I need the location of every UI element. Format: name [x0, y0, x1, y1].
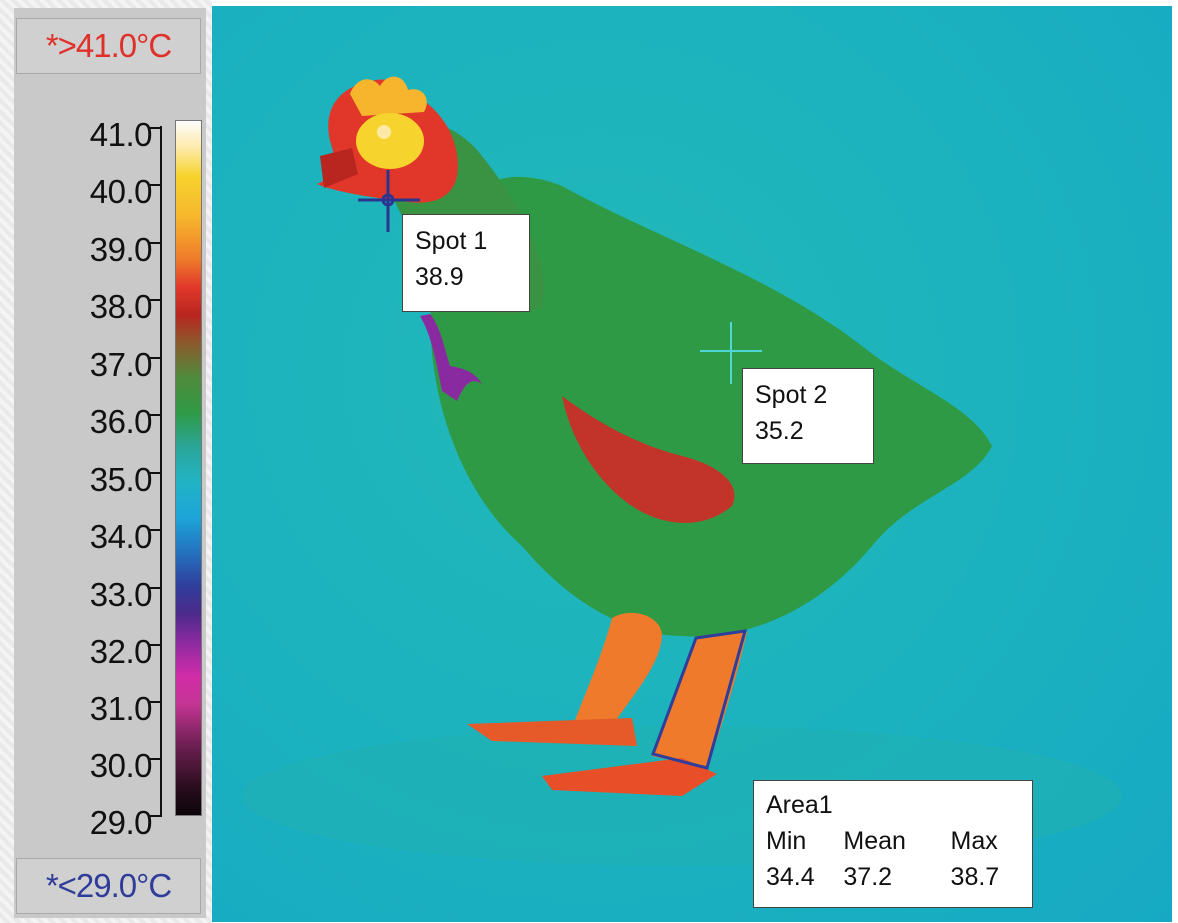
- tick-mark: [150, 184, 162, 186]
- spot1-value: 38.9: [415, 263, 464, 291]
- area1-label: Area1: [766, 791, 833, 819]
- scale-ticks: 41.0 40.0 39.0 38.0 37.0 36.0 35.0 34.0 …: [0, 0, 212, 923]
- tick-label: 38.0: [89, 288, 153, 325]
- chicken-wattle: [420, 314, 482, 401]
- tick-label: 37.0: [89, 346, 153, 383]
- area1-header-min: Min: [766, 827, 807, 855]
- tick-label: 30.0: [89, 747, 153, 784]
- area1-header-max: Max: [950, 827, 998, 855]
- tick-mark: [150, 357, 162, 359]
- wing-hot-patch: [562, 396, 735, 523]
- tick-label: 31.0: [89, 690, 153, 727]
- area1-header-mean: Mean: [843, 827, 906, 855]
- tick-label: 40.0: [89, 173, 153, 210]
- right-foot: [542, 758, 717, 796]
- spot2-crosshair[interactable]: [700, 322, 762, 384]
- tick-mark: [150, 299, 162, 301]
- right-leg: [652, 632, 747, 768]
- area1-values-row: 34.4 37.2 38.7: [766, 859, 1020, 895]
- area1-value-max: 38.7: [950, 863, 1000, 891]
- tick-label: 29.0: [89, 804, 153, 841]
- tick-mark: [150, 529, 162, 531]
- tick-label: 33.0: [89, 576, 153, 613]
- tick-mark: [150, 414, 162, 416]
- max-limit-label: *>41.0°C: [16, 18, 201, 74]
- scale-axis-line: [160, 126, 162, 816]
- tick-label: 41.0: [89, 116, 153, 153]
- chicken-body: [430, 176, 993, 637]
- area1-value-mean: 37.2: [843, 863, 893, 891]
- tick-label: 36.0: [89, 403, 153, 440]
- tick-mark: [150, 242, 162, 244]
- tick-mark: [150, 701, 162, 703]
- chicken-eye: [377, 125, 391, 139]
- tick-mark: [150, 587, 162, 589]
- tick-label: 32.0: [89, 633, 153, 670]
- tick-mark: [150, 758, 162, 760]
- tick-mark: [150, 644, 162, 646]
- left-leg: [572, 612, 662, 728]
- spot2-label-box: Spot 2 35.2: [742, 368, 874, 464]
- spot2-value: 35.2: [755, 417, 804, 445]
- area1-headers-row: Min Mean Max: [766, 823, 1020, 859]
- scale-background: [14, 8, 206, 918]
- chicken-beak: [320, 148, 358, 188]
- temperature-scale-panel: *>41.0°C 41.0 40.0 39.0 38.0 37.0 36.0 3…: [0, 0, 212, 923]
- spot1-label-box: Spot 1 38.9: [402, 214, 530, 312]
- spot2-label: Spot 2: [755, 381, 828, 409]
- tick-mark: [150, 815, 162, 817]
- left-foot: [467, 718, 637, 746]
- min-limit-label: *<29.0°C: [16, 858, 201, 914]
- area1-outline[interactable]: [651, 629, 748, 770]
- tick-label: 35.0: [89, 461, 153, 498]
- tick-label: 39.0: [89, 231, 153, 268]
- area1-value-min: 34.4: [766, 863, 815, 891]
- chicken-face-hot: [356, 113, 424, 169]
- tick-mark: [150, 127, 162, 129]
- spot1-label: Spot 1: [415, 227, 488, 255]
- spot1-crosshair[interactable]: [358, 170, 420, 232]
- tick-label: 34.0: [89, 518, 153, 555]
- color-scale-bar: [175, 120, 202, 816]
- chicken-comb: [350, 76, 427, 116]
- tick-mark: [150, 472, 162, 474]
- area1-stats-box: Area1 Min Mean Max 34.4 37.2 38.7: [753, 780, 1033, 908]
